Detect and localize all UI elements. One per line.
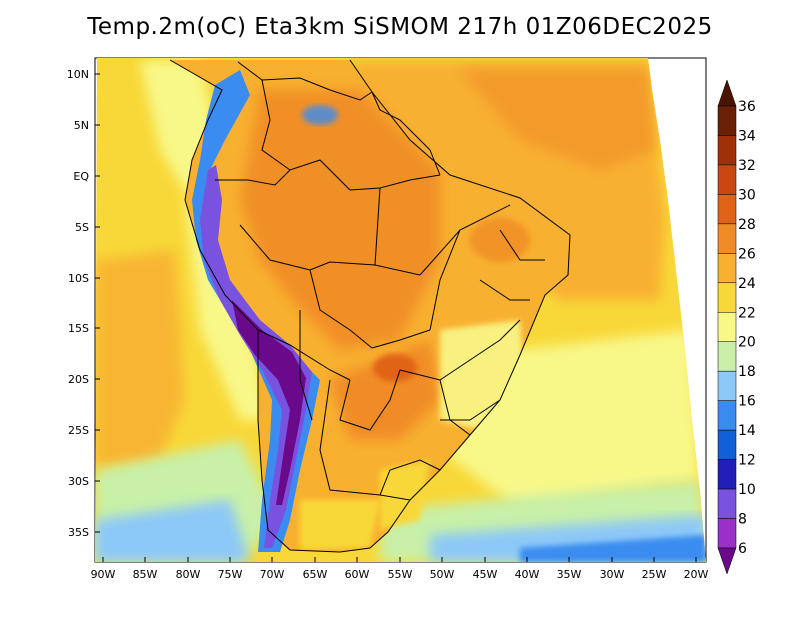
- lon-tick-label: 75W: [218, 568, 243, 581]
- colorbar-label: 10: [738, 482, 756, 498]
- colorbar-swatch: [717, 488, 737, 519]
- lat-tick-label: 5S: [75, 221, 89, 234]
- lat-tick: 10N: [67, 68, 100, 81]
- colorbar-label: 24: [738, 276, 756, 292]
- lon-tick-label: 85W: [133, 568, 158, 581]
- lon-tick: 20W: [684, 557, 709, 581]
- lon-tick: 30W: [600, 557, 625, 581]
- colorbar-label: 14: [738, 423, 756, 439]
- colorbar-max-arrow: [717, 79, 737, 107]
- lat-tick-label: 10N: [67, 68, 89, 81]
- lon-tick: 35W: [557, 557, 582, 581]
- colorbar-swatch: [717, 370, 737, 401]
- lon-tick: 90W: [91, 557, 116, 581]
- colorbar-min-arrow: [717, 547, 737, 575]
- lon-tick-label: 30W: [600, 568, 625, 581]
- colorbar-label: 28: [738, 217, 756, 233]
- lon-tick: 75W: [218, 557, 243, 581]
- lat-tick: 5S: [75, 221, 100, 234]
- colorbar-swatch: [717, 312, 737, 342]
- lat-tick: 35S: [68, 526, 100, 539]
- colorbar-label: 22: [738, 305, 756, 321]
- colorbar-swatch: [717, 194, 737, 225]
- lat-tick-label: 5N: [74, 119, 89, 132]
- lon-axis: 90W 85W 80W 75W 70W 65W 60W 55W 50W 45W …: [91, 557, 709, 581]
- lon-tick-label: 65W: [303, 568, 328, 581]
- lon-tick-label: 20W: [684, 568, 709, 581]
- lon-tick-label: 80W: [176, 568, 201, 581]
- lon-tick: 80W: [176, 557, 201, 581]
- lat-axis: 10N 5N EQ 5S 10S 15S 20S 25S 30S 35S: [67, 68, 100, 539]
- colorbar: 6 8 10 12 14 16 18 20 22 24 26 28 30 32 34 36: [717, 79, 756, 575]
- lon-tick: 50W: [430, 557, 455, 581]
- lat-tick: 10S: [68, 272, 100, 285]
- lat-tick: EQ: [73, 170, 100, 183]
- lon-tick: 45W: [473, 557, 498, 581]
- colorbar-label: 32: [738, 158, 756, 174]
- lon-tick: 40W: [515, 557, 540, 581]
- lat-tick: 25S: [68, 424, 100, 437]
- map-title: Temp.2m(oC) Eta3km SiSMOM 217h 01Z06DEC2…: [87, 14, 713, 40]
- colorbar-swatch: [717, 400, 737, 431]
- colorbar-swatch: [717, 135, 737, 166]
- lon-tick-label: 90W: [91, 568, 116, 581]
- colorbar-swatch: [717, 341, 737, 372]
- temperature-field: [95, 58, 706, 562]
- colorbar-swatch: [717, 105, 737, 136]
- colorbar-swatch: [717, 223, 737, 254]
- lon-tick: 25W: [642, 557, 667, 581]
- colorbar-label: 8: [738, 512, 747, 528]
- lat-tick-label: EQ: [73, 170, 89, 183]
- colorbar-swatch: [717, 253, 737, 284]
- lat-tick-label: 35S: [68, 526, 89, 539]
- lat-tick-label: 25S: [68, 424, 89, 437]
- lat-tick: 30S: [68, 475, 100, 488]
- lat-tick: 15S: [68, 322, 100, 335]
- lon-tick: 70W: [260, 557, 285, 581]
- colorbar-label: 16: [738, 394, 756, 410]
- colorbar-label: 36: [738, 99, 756, 115]
- colorbar-swatch: [717, 429, 737, 460]
- lat-tick-label: 10S: [68, 272, 89, 285]
- colorbar-swatch: [717, 164, 737, 195]
- lat-tick: 20S: [68, 373, 100, 386]
- colorbar-swatch: [717, 459, 737, 490]
- lon-tick: 55W: [388, 557, 413, 581]
- colorbar-label: 26: [738, 246, 756, 262]
- lat-tick: 5N: [74, 119, 100, 132]
- lon-tick-label: 40W: [515, 568, 540, 581]
- colorbar-label: 18: [738, 364, 756, 380]
- lon-tick-label: 50W: [430, 568, 455, 581]
- lon-tick: 60W: [345, 557, 370, 581]
- colorbar-swatch: [717, 518, 737, 549]
- lon-tick-label: 70W: [260, 568, 285, 581]
- colorbar-swatch: [717, 282, 737, 313]
- country-borders: [169, 59, 571, 553]
- lat-tick-label: 30S: [68, 475, 89, 488]
- colorbar-label: 12: [738, 453, 756, 469]
- lon-tick-label: 35W: [557, 568, 582, 581]
- lon-tick-label: 55W: [388, 568, 413, 581]
- lon-tick-label: 60W: [345, 568, 370, 581]
- lon-tick: 85W: [133, 557, 158, 581]
- colorbar-label: 30: [738, 187, 756, 203]
- colorbar-label: 6: [738, 541, 747, 557]
- colorbar-label: 20: [738, 335, 756, 351]
- lon-tick-label: 25W: [642, 568, 667, 581]
- lon-tick: 65W: [303, 557, 328, 581]
- lon-tick-label: 45W: [473, 568, 498, 581]
- colorbar-label: 34: [738, 128, 756, 144]
- lat-tick-label: 20S: [68, 373, 89, 386]
- lat-tick-label: 15S: [68, 322, 89, 335]
